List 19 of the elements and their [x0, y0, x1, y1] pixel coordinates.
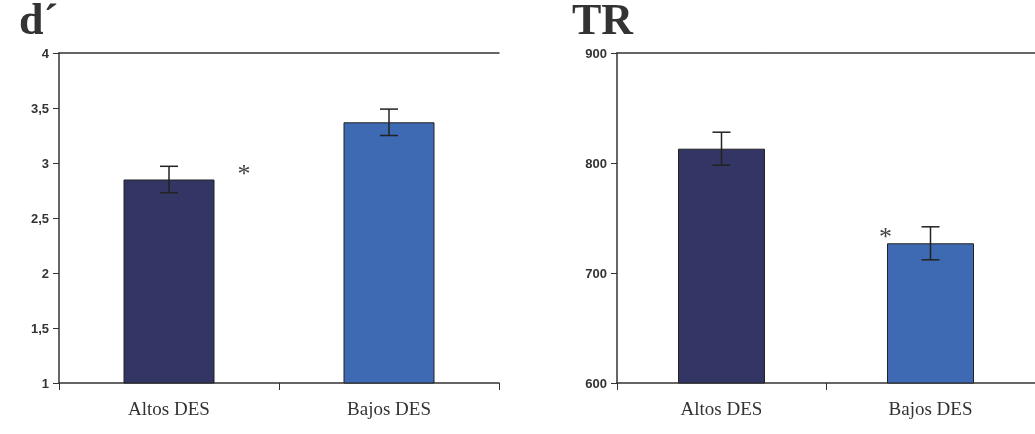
y-tick-label: 2	[41, 265, 49, 281]
x-tick-label: Bajos DES	[347, 398, 431, 419]
y-tick-label: 700	[585, 265, 607, 281]
y-tick-label: 4	[41, 45, 50, 61]
y-tick-label: 800	[585, 155, 607, 171]
x-tick-label: Bajos DES	[888, 398, 973, 419]
y-tick-label: 2,5	[30, 210, 49, 226]
y-tick-label: 600	[585, 375, 607, 391]
y-tick-label: 900	[585, 45, 607, 61]
y-tick-label: 1,5	[30, 320, 49, 336]
annotation: *	[879, 222, 892, 252]
x-tick-label: Altos DES	[680, 398, 763, 419]
annotation: *	[237, 158, 251, 188]
chart-title: d´	[19, 0, 59, 44]
y-tick-label: 3,5	[30, 100, 49, 116]
chart-title: TR	[572, 0, 635, 44]
y-tick-label: 3	[41, 155, 49, 171]
x-tick-label: Altos DES	[128, 398, 210, 419]
y-tick-label: 1	[41, 375, 49, 391]
